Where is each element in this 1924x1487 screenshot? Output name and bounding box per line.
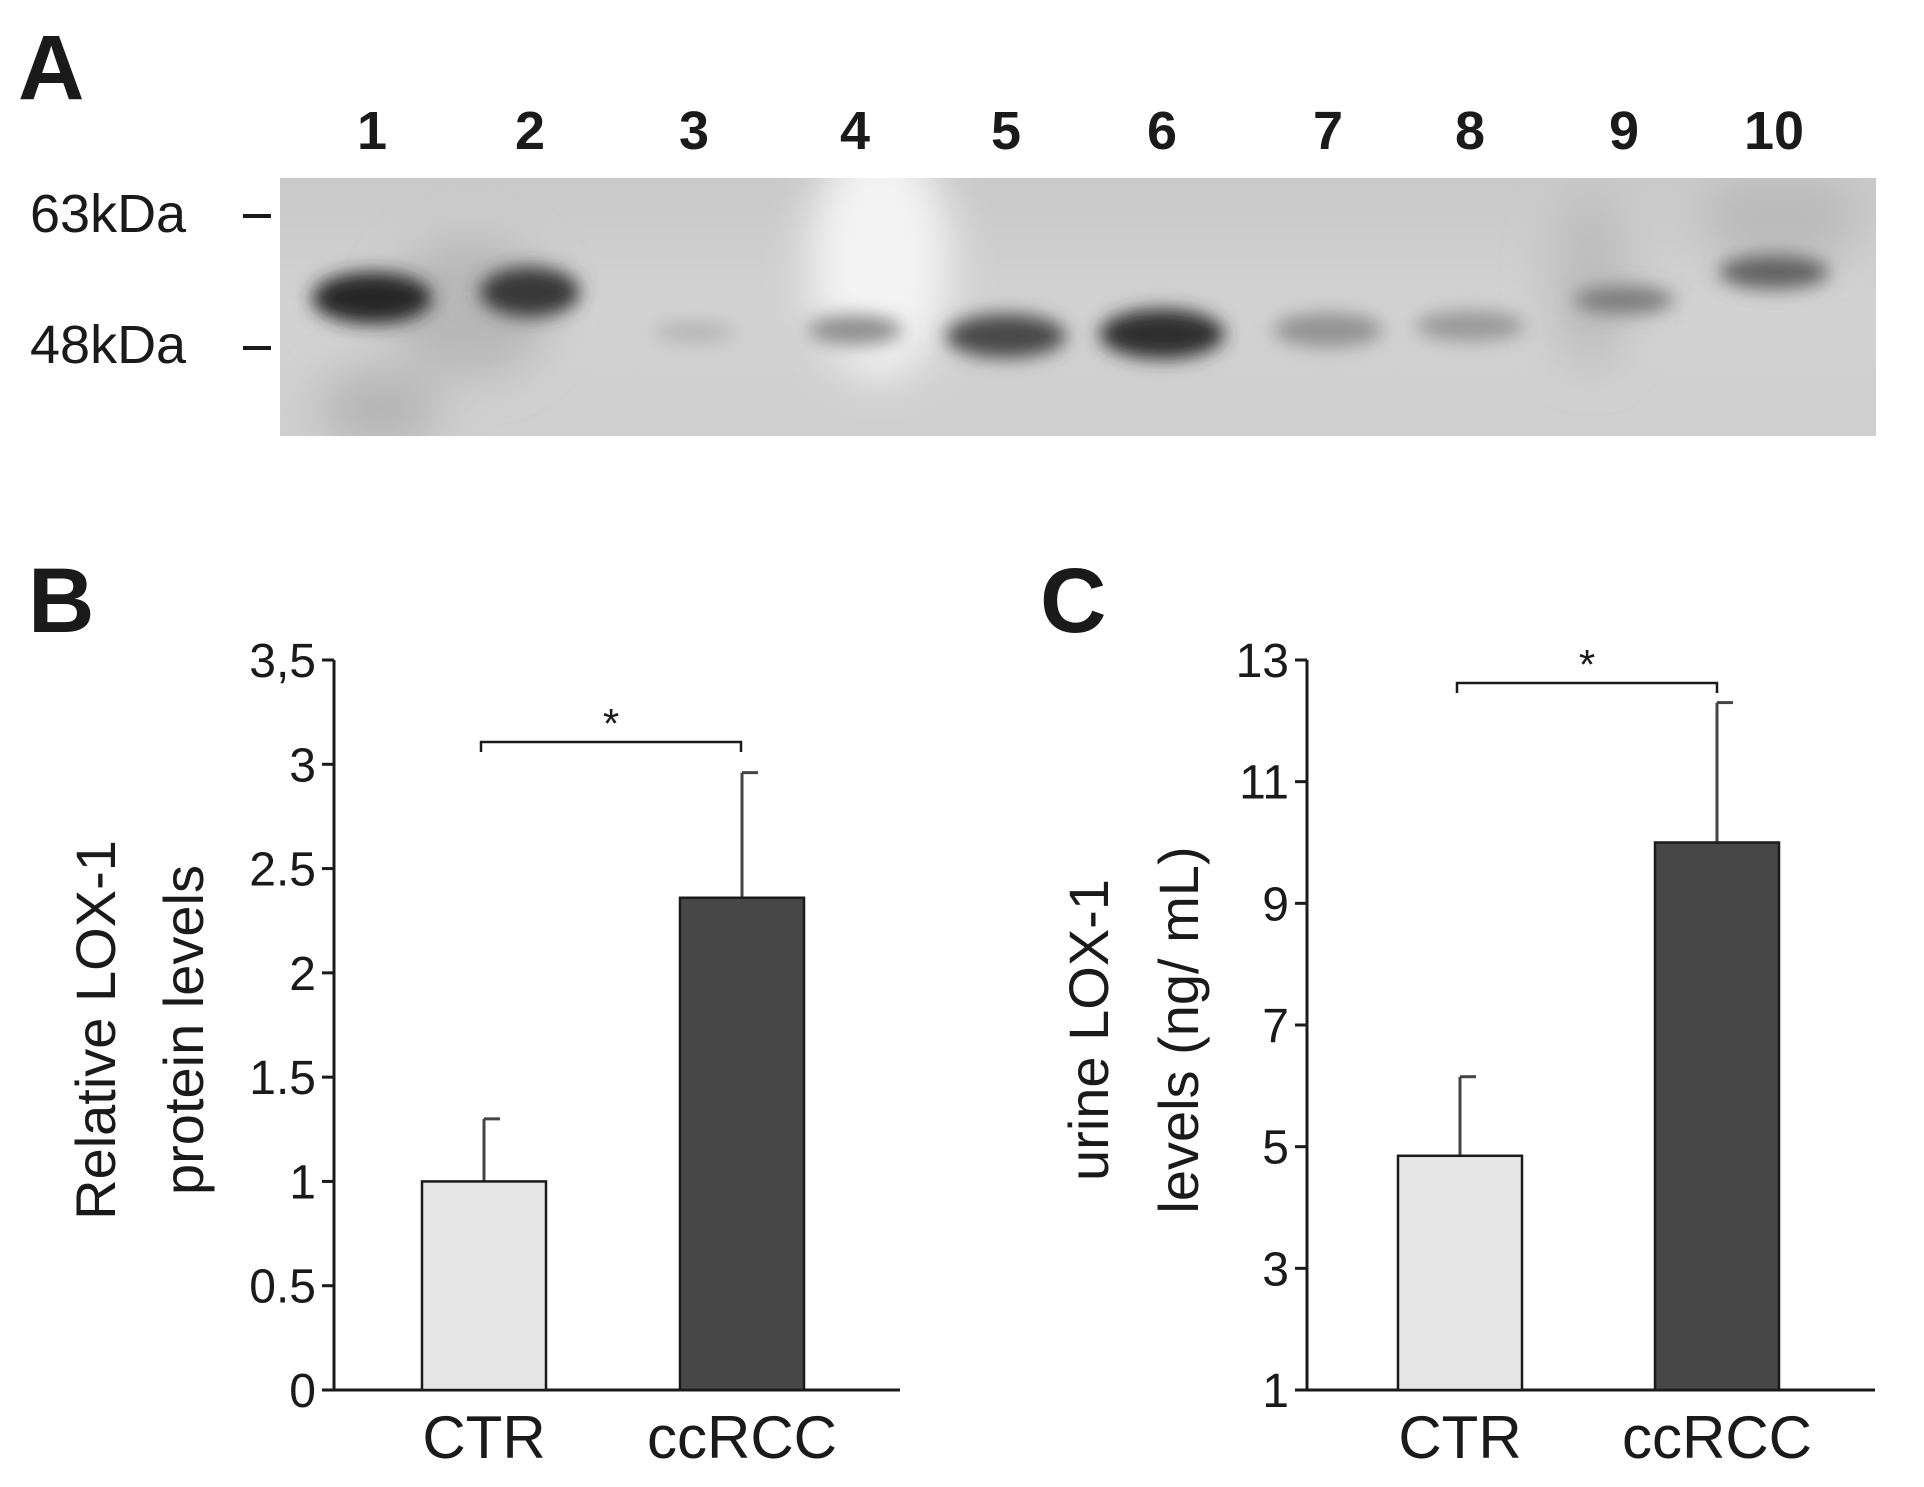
lane-number-8: 8 <box>1454 101 1486 161</box>
lane-number-10: 10 <box>1743 101 1805 161</box>
lane-number-7: 7 <box>1312 101 1344 161</box>
panel-b-y-tick-label: 2 <box>289 948 316 1001</box>
panel-a-label: A <box>18 17 85 119</box>
lane-number-6: 6 <box>1146 101 1178 161</box>
lane-number-3: 3 <box>678 101 710 161</box>
panel-c-y-axis-title: urine LOX-1 <box>1057 879 1120 1181</box>
blot-band-lane-1 <box>312 272 432 324</box>
panel-b-significance-bracket <box>479 740 743 752</box>
lane-number-5: 5 <box>990 101 1022 161</box>
lane-number-1: 1 <box>356 101 388 161</box>
panel-b-y-tick-label: 3 <box>289 739 316 792</box>
blot-smudge <box>1550 188 1630 368</box>
blot-smudge <box>1700 178 1860 258</box>
blot-band-lane-10 <box>1719 255 1829 289</box>
panel-c-significance-star: * <box>1579 641 1595 688</box>
blot-band-lane-6 <box>1099 309 1225 359</box>
panel-c-label: C <box>1040 550 1107 652</box>
panel-b-significance-star: * <box>603 700 619 747</box>
panel-c-y-tick-label: 1 <box>1262 1365 1289 1418</box>
panel-b-bar-ctr <box>420 1180 548 1392</box>
panel-b-y-tick-label: 2.5 <box>249 844 316 897</box>
blot-band-lane-7 <box>1273 313 1383 347</box>
panel-c-y-tick-label: 7 <box>1262 1000 1289 1053</box>
marker-63kda-label: 63kDa <box>30 184 187 244</box>
panel-b-y-tick-label: 0 <box>289 1365 316 1418</box>
panel-c-y-tick-label: 11 <box>1239 757 1289 810</box>
blot-band-lane-3 <box>654 322 734 342</box>
blot-band-lane-2 <box>480 267 580 317</box>
panel-c-bar-ctr <box>1396 1154 1524 1392</box>
panel-c-bar-ccrcc <box>1653 841 1781 1392</box>
blot-band-lane-4 <box>807 315 903 345</box>
blot-band-lane-5 <box>946 314 1066 358</box>
panel-c-y-tick-label: 5 <box>1262 1122 1289 1175</box>
panel-b-label: B <box>28 550 95 652</box>
panel-b-y-tick-label: 1.5 <box>249 1052 316 1105</box>
blot-band-lane-8 <box>1415 311 1525 341</box>
panel-b-y-tick-label: 0.5 <box>249 1261 316 1314</box>
panel-c-y-tick-label: 3 <box>1262 1243 1289 1296</box>
panel-c-y-tick-label: 13 <box>1236 635 1289 688</box>
marker-63kda-dash <box>243 214 271 218</box>
panel-b-category-label: ccRCC <box>647 1404 837 1471</box>
panel-b-y-axis-title: Relative LOX-1 <box>64 840 127 1220</box>
panel-b-y-axis-title: protein levels <box>152 865 215 1195</box>
blot-smudge <box>320 368 440 436</box>
panel-b-y-tick-label: 1 <box>289 1156 316 1209</box>
lane-number-9: 9 <box>1608 101 1640 161</box>
panel-c-category-label: ccRCC <box>1622 1404 1812 1471</box>
panel-b-bar-ccrcc <box>678 896 806 1392</box>
panel-c-category-label: CTR <box>1398 1404 1521 1471</box>
marker-48kda-label: 48kDa <box>30 315 187 375</box>
lane-number-2: 2 <box>514 101 546 161</box>
blot-band-lane-9 <box>1574 286 1674 314</box>
panel-c-y-tick-label: 9 <box>1262 878 1289 931</box>
panel-c-y-axis-title: levels (ng/ mL) <box>1147 846 1210 1213</box>
panel-b-y-tick-label: 3,5 <box>249 635 316 688</box>
western-blot-image <box>280 178 1876 436</box>
panel-b-category-label: CTR <box>422 1404 545 1471</box>
lane-number-4: 4 <box>839 101 871 161</box>
panel-c-significance-bracket <box>1455 681 1719 693</box>
marker-48kda-dash <box>243 346 271 350</box>
